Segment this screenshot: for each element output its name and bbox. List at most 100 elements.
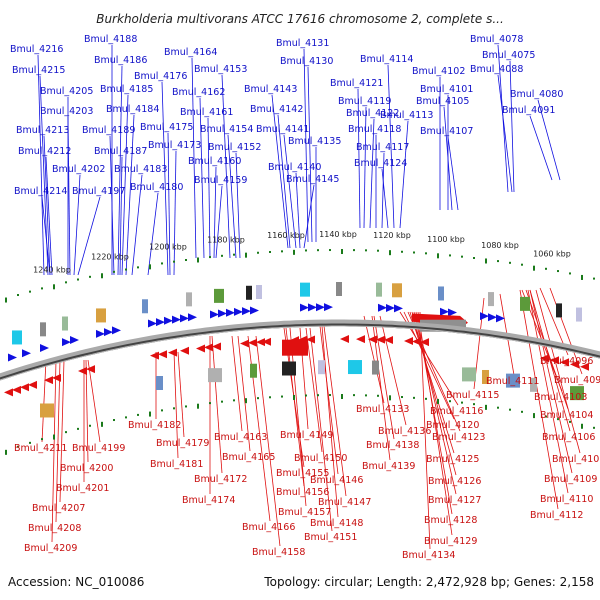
inner-ruler-tick — [521, 410, 523, 413]
cog-box-forward — [576, 307, 582, 322]
gene-label-reverse: Bmul_4201 — [56, 483, 109, 494]
gene-label-forward: Bmul_4213 — [16, 125, 69, 136]
kbp-tick-label: 1220 kbp — [91, 252, 129, 261]
gene-label-forward: Bmul_4205 — [40, 86, 93, 97]
gene-label-forward: Bmul_4121 — [330, 78, 383, 89]
gene-label-reverse: Bmul_4134 — [402, 550, 455, 561]
reverse-gene-arrow — [196, 344, 205, 353]
leader-line-forward — [227, 134, 237, 259]
inner-ruler-tick — [377, 394, 379, 397]
gene-label-forward: Bmul_4173 — [148, 140, 201, 151]
gene-label-reverse: Bmul_4128 — [424, 515, 477, 526]
inner-ruler-tick — [233, 399, 235, 402]
leader-line-reverse — [255, 335, 281, 547]
cog-box-reverse — [250, 363, 257, 378]
inner-ruler-tick — [65, 431, 67, 434]
forward-gene-arrow — [22, 349, 31, 358]
gene-label-reverse: Bmul_4133 — [356, 404, 409, 415]
inner-ruler-tick — [581, 423, 583, 429]
outer-ruler-tick — [233, 253, 235, 256]
leader-line-forward — [387, 64, 395, 229]
gene-label-forward: Bmul_4176 — [134, 71, 187, 82]
outer-ruler-tick — [545, 267, 547, 270]
reverse-gene-arrow — [4, 388, 13, 397]
inner-ruler-tick — [77, 427, 79, 430]
outer-ruler-tick — [89, 275, 91, 278]
outer-ruler-tick — [389, 250, 391, 256]
gene-label-reverse: Bmul_4182 — [128, 420, 181, 431]
leader-line-reverse — [323, 325, 347, 497]
inner-ruler-tick — [161, 409, 163, 412]
gene-label-forward: Bmul_4122 — [346, 108, 399, 119]
inner-ruler-tick — [305, 394, 307, 397]
kbp-tick-label: 1080 kbp — [481, 241, 519, 250]
gene-label-reverse: Bmul_4098 — [554, 375, 600, 386]
inner-ruler-tick — [173, 407, 175, 410]
reverse-gene-arrow — [306, 335, 315, 344]
leader-line-reverse — [529, 289, 573, 474]
gene-label-reverse: Bmul_4200 — [60, 463, 113, 474]
leader-line-forward — [529, 115, 553, 181]
reverse-gene-arrow — [44, 376, 53, 385]
reverse-gene-arrow — [150, 351, 159, 360]
gene-label-forward: Bmul_4113 — [380, 110, 433, 121]
gene-label-forward: Bmul_4105 — [416, 96, 469, 107]
inner-ruler-tick — [125, 416, 127, 419]
leader-line-reverse — [55, 359, 61, 523]
leader-line-reverse — [321, 325, 339, 518]
outer-ruler-tick — [209, 256, 211, 259]
forward-gene-arrow — [156, 318, 165, 327]
gene-label-reverse: Bmul_4123 — [432, 432, 485, 443]
inner-ruler-tick — [473, 403, 475, 406]
gene-label-forward: Bmul_4091 — [502, 105, 555, 116]
leader-line-forward — [283, 134, 297, 249]
inner-ruler-tick — [17, 445, 19, 448]
leader-line-forward — [109, 135, 115, 276]
reverse-gene-arrow — [212, 342, 221, 351]
leader-line-forward — [221, 74, 231, 259]
reverse-gene-arrow — [580, 362, 589, 371]
gene-label-reverse: Bmul_4174 — [182, 495, 235, 506]
leader-line-reverse — [379, 315, 407, 426]
gene-label-forward: Bmul_4212 — [18, 146, 71, 157]
gene-label-forward: Bmul_4119 — [338, 96, 391, 107]
leader-line-reverse — [535, 289, 581, 454]
reverse-gene-arrow — [168, 348, 177, 357]
inner-ruler-tick — [137, 413, 139, 416]
inner-ruler-tick — [401, 396, 403, 399]
gene-label-forward: Bmul_4080 — [510, 89, 563, 100]
forward-gene-arrow — [70, 336, 79, 345]
cog-box-forward — [96, 308, 106, 323]
leader-line-forward — [191, 57, 197, 259]
topology-text: Topology: circular; Length: 2,472,928 bp… — [263, 575, 594, 589]
leader-line-forward — [363, 106, 367, 229]
cog-box-forward — [300, 282, 310, 297]
forward-gene-arrow — [234, 307, 243, 316]
gene-label-forward: Bmul_4180 — [130, 182, 183, 193]
gene-label-forward: Bmul_4145 — [286, 174, 339, 185]
cog-box-reverse — [372, 360, 379, 375]
leader-line-reverse — [407, 311, 461, 432]
forward-gene-arrow — [164, 316, 173, 325]
outer-ruler-tick — [197, 257, 199, 263]
gene-label-forward: Bmul_4102 — [412, 66, 465, 77]
gene-label-reverse: Bmul_4163 — [214, 432, 267, 443]
gene-label-reverse: Bmul_4136 — [378, 426, 431, 437]
gene-label-forward: Bmul_4152 — [208, 142, 261, 153]
leader-line-forward — [381, 168, 389, 229]
gene-label-forward: Bmul_4175 — [140, 122, 193, 133]
reverse-gene-arrow — [240, 339, 249, 348]
reverse-gene-arrow — [158, 350, 167, 359]
gene-label-reverse: Bmul_4209 — [24, 543, 77, 554]
reverse-gene-arrow — [28, 380, 37, 389]
reverse-gene-arrow — [570, 360, 579, 369]
outer-ruler-tick — [569, 272, 571, 275]
outer-ruler-tick — [317, 249, 319, 252]
leader-line-forward — [37, 54, 45, 276]
forward-gene-arrow — [172, 315, 181, 324]
leader-line-reverse — [231, 335, 243, 432]
cog-box-reverse — [530, 377, 537, 392]
outer-ruler-tick — [449, 254, 451, 257]
leader-line-forward — [447, 136, 459, 211]
